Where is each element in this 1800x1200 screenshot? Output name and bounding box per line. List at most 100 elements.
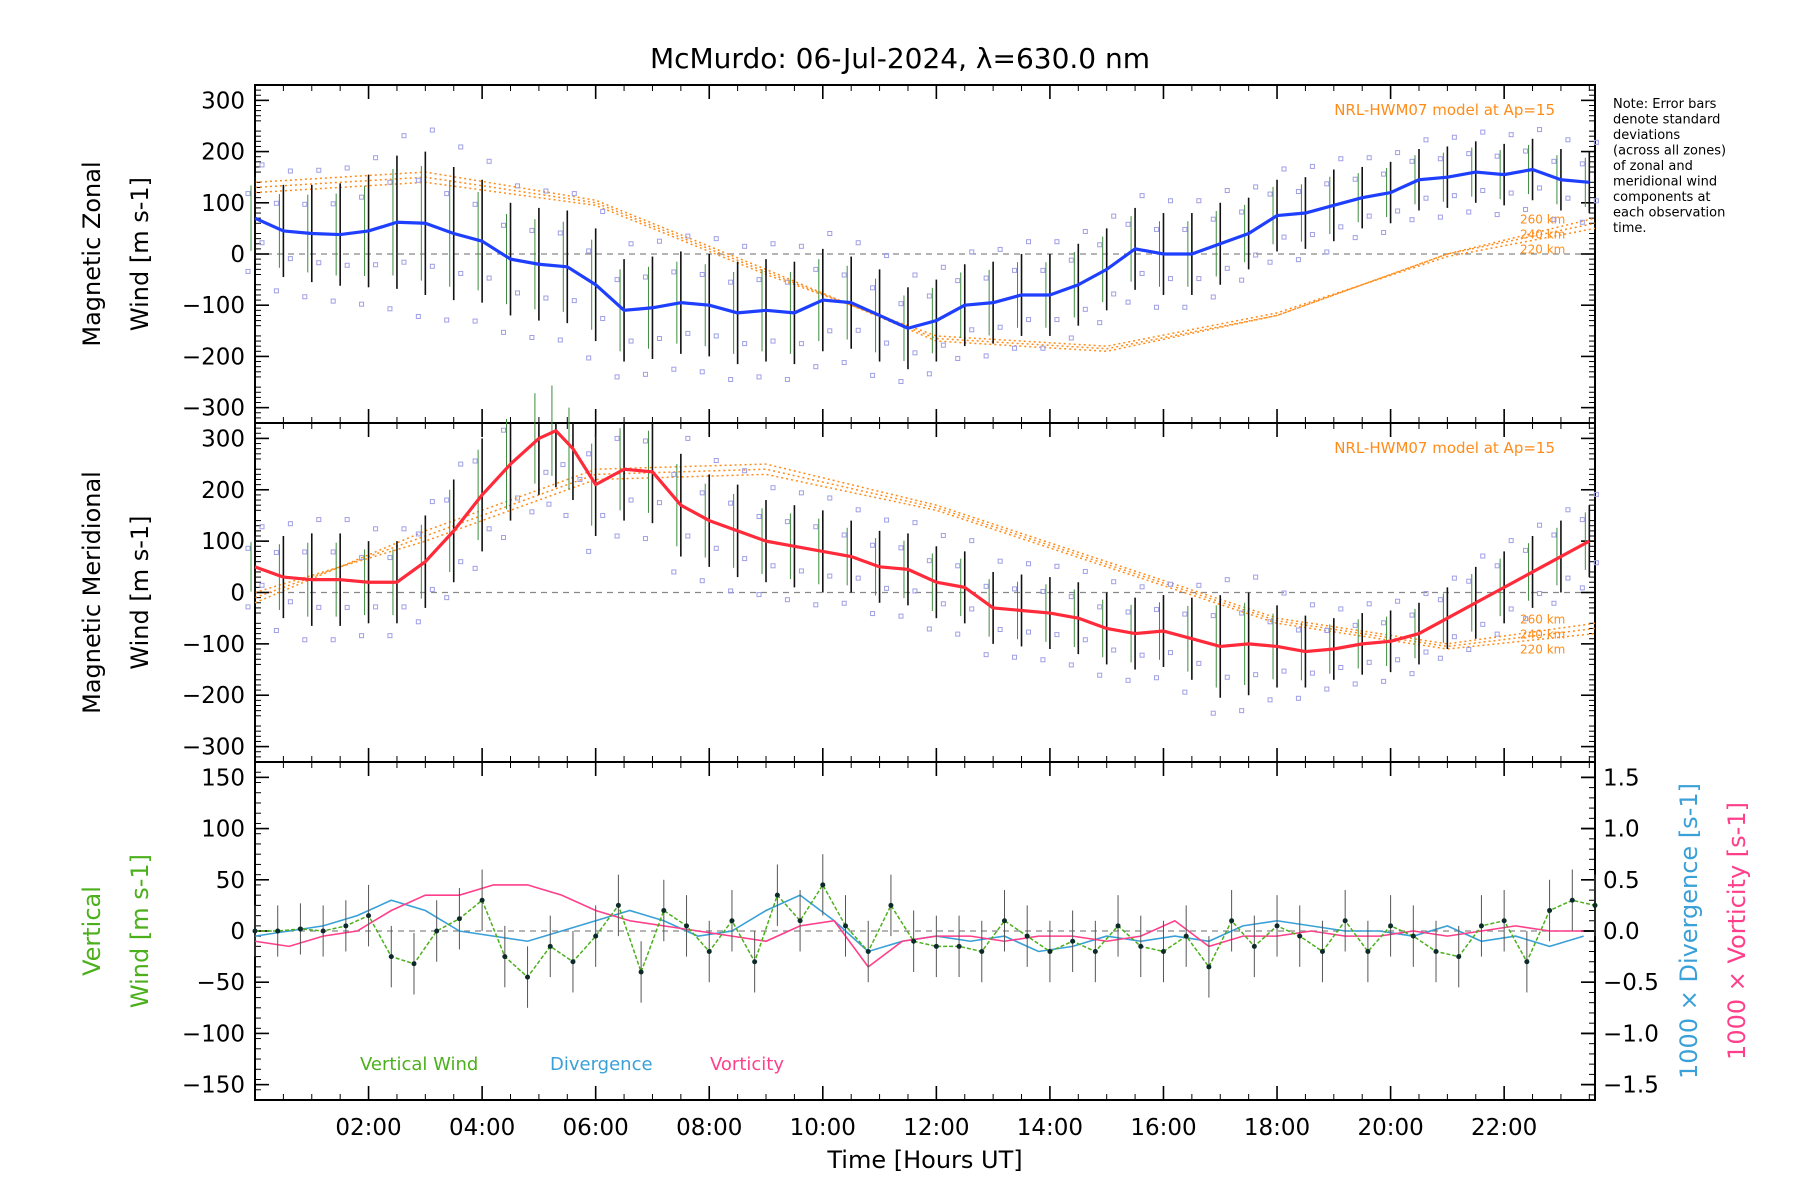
vertical-wind-point xyxy=(1138,943,1144,949)
zone-point xyxy=(1196,582,1202,588)
vertical-wind-point xyxy=(275,928,281,934)
zone-point xyxy=(1111,291,1117,297)
zone-point xyxy=(1281,668,1287,674)
zone-point xyxy=(1224,674,1230,680)
zone-point xyxy=(728,376,734,382)
zone-point xyxy=(316,517,322,523)
x-tick-label: 22:00 xyxy=(1471,1115,1537,1141)
zone-point xyxy=(344,165,350,171)
y2-axis-label-vorticity: 1000 × Vorticity [s-1] xyxy=(1723,802,1751,1060)
zone-point xyxy=(316,167,322,173)
vertical-wind-point xyxy=(729,918,735,924)
zone-point xyxy=(287,256,293,262)
zone-point xyxy=(458,270,464,276)
vertical-wind-point xyxy=(411,961,417,967)
y-tick-label: 300 xyxy=(201,88,245,114)
y-tick-label: 0 xyxy=(230,919,245,945)
zone-point xyxy=(784,279,790,285)
zone-point xyxy=(855,575,861,581)
zone-point xyxy=(926,626,932,632)
zone-point xyxy=(586,248,592,254)
vertical-wind-point xyxy=(1524,959,1530,965)
vertical-wind-point xyxy=(820,882,826,888)
zone-point xyxy=(685,435,691,441)
y-tick-label: −100 xyxy=(182,1021,245,1047)
zone-point xyxy=(940,264,946,270)
zone-point xyxy=(969,249,975,255)
zone-point xyxy=(1537,185,1543,191)
zone-point xyxy=(1281,590,1287,596)
zone-point xyxy=(1012,586,1018,592)
zone-point xyxy=(870,285,876,291)
zone-point xyxy=(1324,686,1330,692)
zone-point xyxy=(330,637,336,643)
zone-point xyxy=(273,628,279,634)
y-tick-label: −150 xyxy=(182,1073,245,1099)
zone-point xyxy=(387,306,393,312)
model-altitude-label: 260 km xyxy=(1520,612,1565,626)
zone-point xyxy=(671,366,677,372)
zone-point xyxy=(600,208,606,214)
zone-point xyxy=(387,633,393,639)
zone-point xyxy=(1366,601,1372,607)
y2-tick-label: 1.5 xyxy=(1603,765,1640,791)
zone-point xyxy=(1153,304,1159,310)
zone-point xyxy=(1239,209,1245,215)
zone-point xyxy=(344,604,350,610)
zone-point xyxy=(529,227,535,233)
zone-point xyxy=(1139,193,1145,199)
zone-point xyxy=(1537,591,1543,597)
zone-point xyxy=(1494,212,1500,218)
zone-point xyxy=(259,582,265,588)
zone-point xyxy=(373,526,379,532)
zone-point xyxy=(486,158,492,164)
zone-point xyxy=(756,513,762,519)
zone-point xyxy=(642,438,648,444)
x-tick-label: 02:00 xyxy=(335,1115,401,1141)
zone-point xyxy=(728,279,734,285)
vertical-wind-point xyxy=(774,892,780,898)
zone-point xyxy=(1480,129,1486,135)
x-tick-label: 18:00 xyxy=(1244,1115,1310,1141)
zone-point xyxy=(898,613,904,619)
zone-point xyxy=(1125,221,1131,227)
zone-point xyxy=(359,194,365,200)
zone-point xyxy=(259,240,265,246)
vertical-wind-point xyxy=(684,923,690,929)
zone-point xyxy=(855,240,861,246)
zone-point xyxy=(1537,127,1543,133)
zone-point xyxy=(543,188,549,194)
zone-point xyxy=(642,536,648,542)
zone-point xyxy=(926,293,932,299)
vertical-wind-point xyxy=(320,928,326,934)
zone-point xyxy=(1409,217,1415,223)
vertical-wind-point xyxy=(1569,897,1575,903)
zone-point xyxy=(1593,198,1599,204)
zone-point xyxy=(501,329,507,335)
zone-point xyxy=(1026,239,1032,245)
vertical-wind-point xyxy=(1115,923,1121,929)
zone-point xyxy=(784,519,790,525)
zone-point xyxy=(784,376,790,382)
zone-point xyxy=(798,568,804,574)
x-tick-label: 08:00 xyxy=(676,1115,742,1141)
zone-point xyxy=(813,266,819,272)
vertical-wind-point xyxy=(911,938,917,944)
zone-point xyxy=(756,277,762,283)
zone-point xyxy=(912,350,918,356)
zone-point xyxy=(1210,294,1216,300)
zone-point xyxy=(1295,189,1301,195)
zone-point xyxy=(1253,184,1259,190)
note-line: meridional wind xyxy=(1613,175,1717,190)
zone-point xyxy=(642,371,648,377)
zone-point xyxy=(330,201,336,207)
zone-point xyxy=(1012,267,1018,273)
zone-point xyxy=(770,485,776,491)
zone-point xyxy=(713,457,719,463)
vertical-wind-point xyxy=(1456,954,1462,960)
zone-point xyxy=(898,379,904,385)
zone-point xyxy=(997,558,1003,564)
y-tick-label: 100 xyxy=(201,191,245,217)
vertical-wind-point xyxy=(1501,918,1507,924)
zone-point xyxy=(983,353,989,359)
